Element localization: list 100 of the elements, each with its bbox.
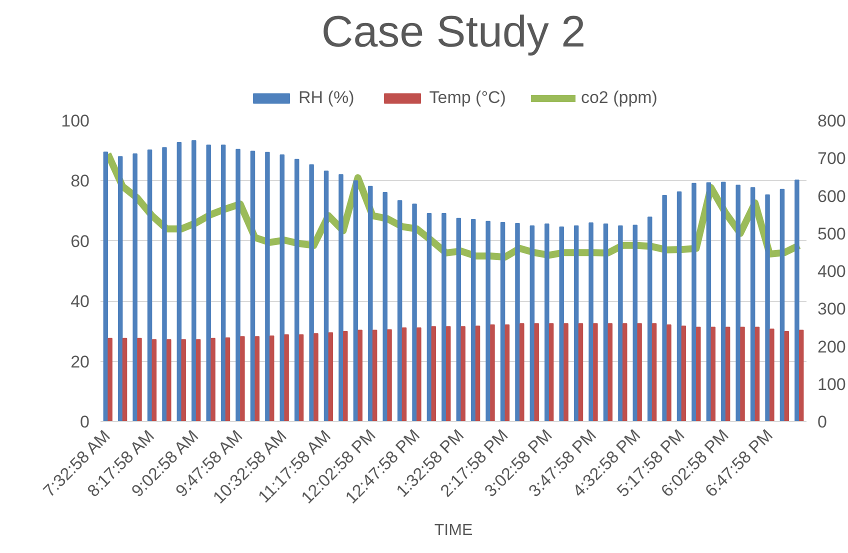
y2-tick-label: 200 — [818, 337, 846, 356]
bar — [534, 323, 539, 422]
bar — [309, 164, 314, 422]
y2-tick-label: 700 — [818, 149, 846, 168]
y-tick-label: 80 — [70, 172, 90, 191]
bar — [206, 144, 211, 422]
y-tick-label: 0 — [80, 412, 90, 432]
bar — [397, 200, 402, 422]
bar — [358, 330, 362, 422]
bar — [765, 194, 770, 422]
bar — [137, 338, 142, 422]
bar — [412, 204, 417, 422]
legend-label: co2 (ppm) — [580, 88, 658, 108]
bar — [446, 326, 451, 422]
bar — [750, 187, 756, 422]
bar — [490, 324, 495, 422]
bar — [622, 323, 628, 422]
y-tick-label: 40 — [70, 292, 90, 312]
bar — [486, 220, 490, 422]
bar — [122, 338, 128, 422]
bar — [118, 156, 123, 422]
bar — [147, 150, 152, 422]
bar — [284, 334, 289, 422]
bar — [794, 180, 800, 422]
bar — [504, 324, 510, 422]
bar — [387, 329, 392, 422]
bar — [254, 336, 260, 422]
bar — [240, 336, 245, 422]
bar — [652, 323, 657, 422]
bar — [181, 339, 186, 422]
bar — [544, 224, 550, 422]
bar — [736, 184, 740, 422]
bar — [152, 339, 157, 422]
bar — [696, 326, 701, 422]
y2-tick-label: 600 — [818, 186, 846, 206]
bar — [343, 331, 348, 422]
bar — [603, 224, 608, 422]
y2-tick-label: 0 — [818, 412, 827, 432]
bar — [754, 326, 760, 422]
bar — [608, 323, 613, 422]
bar — [269, 336, 274, 422]
bar — [710, 326, 716, 422]
bar — [456, 218, 462, 422]
legend-label: Temp (°C) — [429, 88, 506, 108]
y-tick-label: 20 — [70, 352, 90, 372]
chart-title: Case Study 2 — [321, 8, 586, 56]
bar — [103, 152, 108, 422]
bar — [220, 144, 226, 422]
bar — [574, 225, 579, 422]
bar — [210, 338, 216, 422]
bar — [132, 153, 138, 422]
legend-label: RH (%) — [298, 88, 354, 108]
bar — [578, 323, 584, 422]
bar — [647, 216, 652, 422]
bar — [416, 327, 422, 422]
bar — [324, 170, 329, 422]
bar — [236, 148, 240, 422]
bar — [676, 191, 682, 422]
bar — [515, 222, 520, 422]
bar — [225, 337, 230, 422]
bar — [196, 339, 201, 422]
bar — [265, 152, 270, 422]
bar — [108, 338, 112, 422]
bar — [618, 225, 623, 422]
bar — [442, 213, 446, 422]
x-axis-title: TIME — [434, 522, 473, 540]
bar — [692, 182, 696, 422]
bar — [314, 333, 318, 422]
bar — [166, 339, 172, 422]
bar — [520, 323, 524, 422]
bar — [353, 180, 358, 422]
bar — [725, 326, 730, 422]
bar — [662, 194, 667, 422]
bar — [681, 326, 686, 422]
bar — [588, 222, 594, 422]
bar — [470, 219, 476, 422]
y-tick-label: 100 — [61, 112, 90, 130]
bar — [328, 332, 334, 422]
y2-tick-label: 800 — [818, 112, 846, 130]
bar — [475, 326, 480, 422]
bar — [176, 142, 182, 422]
bar — [431, 326, 436, 422]
y2-tick-label: 100 — [818, 374, 846, 394]
bar — [784, 331, 790, 422]
bar — [402, 327, 407, 422]
bar — [162, 147, 167, 422]
bar — [460, 326, 466, 422]
bar — [740, 326, 745, 422]
y2-tick-label: 300 — [818, 300, 846, 319]
bar — [770, 328, 774, 422]
bar — [666, 324, 672, 422]
bar — [338, 174, 344, 422]
bar — [721, 182, 726, 422]
bar — [382, 192, 388, 422]
bar — [798, 330, 804, 422]
bar — [250, 150, 256, 422]
bar — [426, 213, 432, 422]
bar — [372, 330, 378, 422]
y2-tick-label: 500 — [818, 224, 846, 244]
bar — [500, 222, 506, 422]
